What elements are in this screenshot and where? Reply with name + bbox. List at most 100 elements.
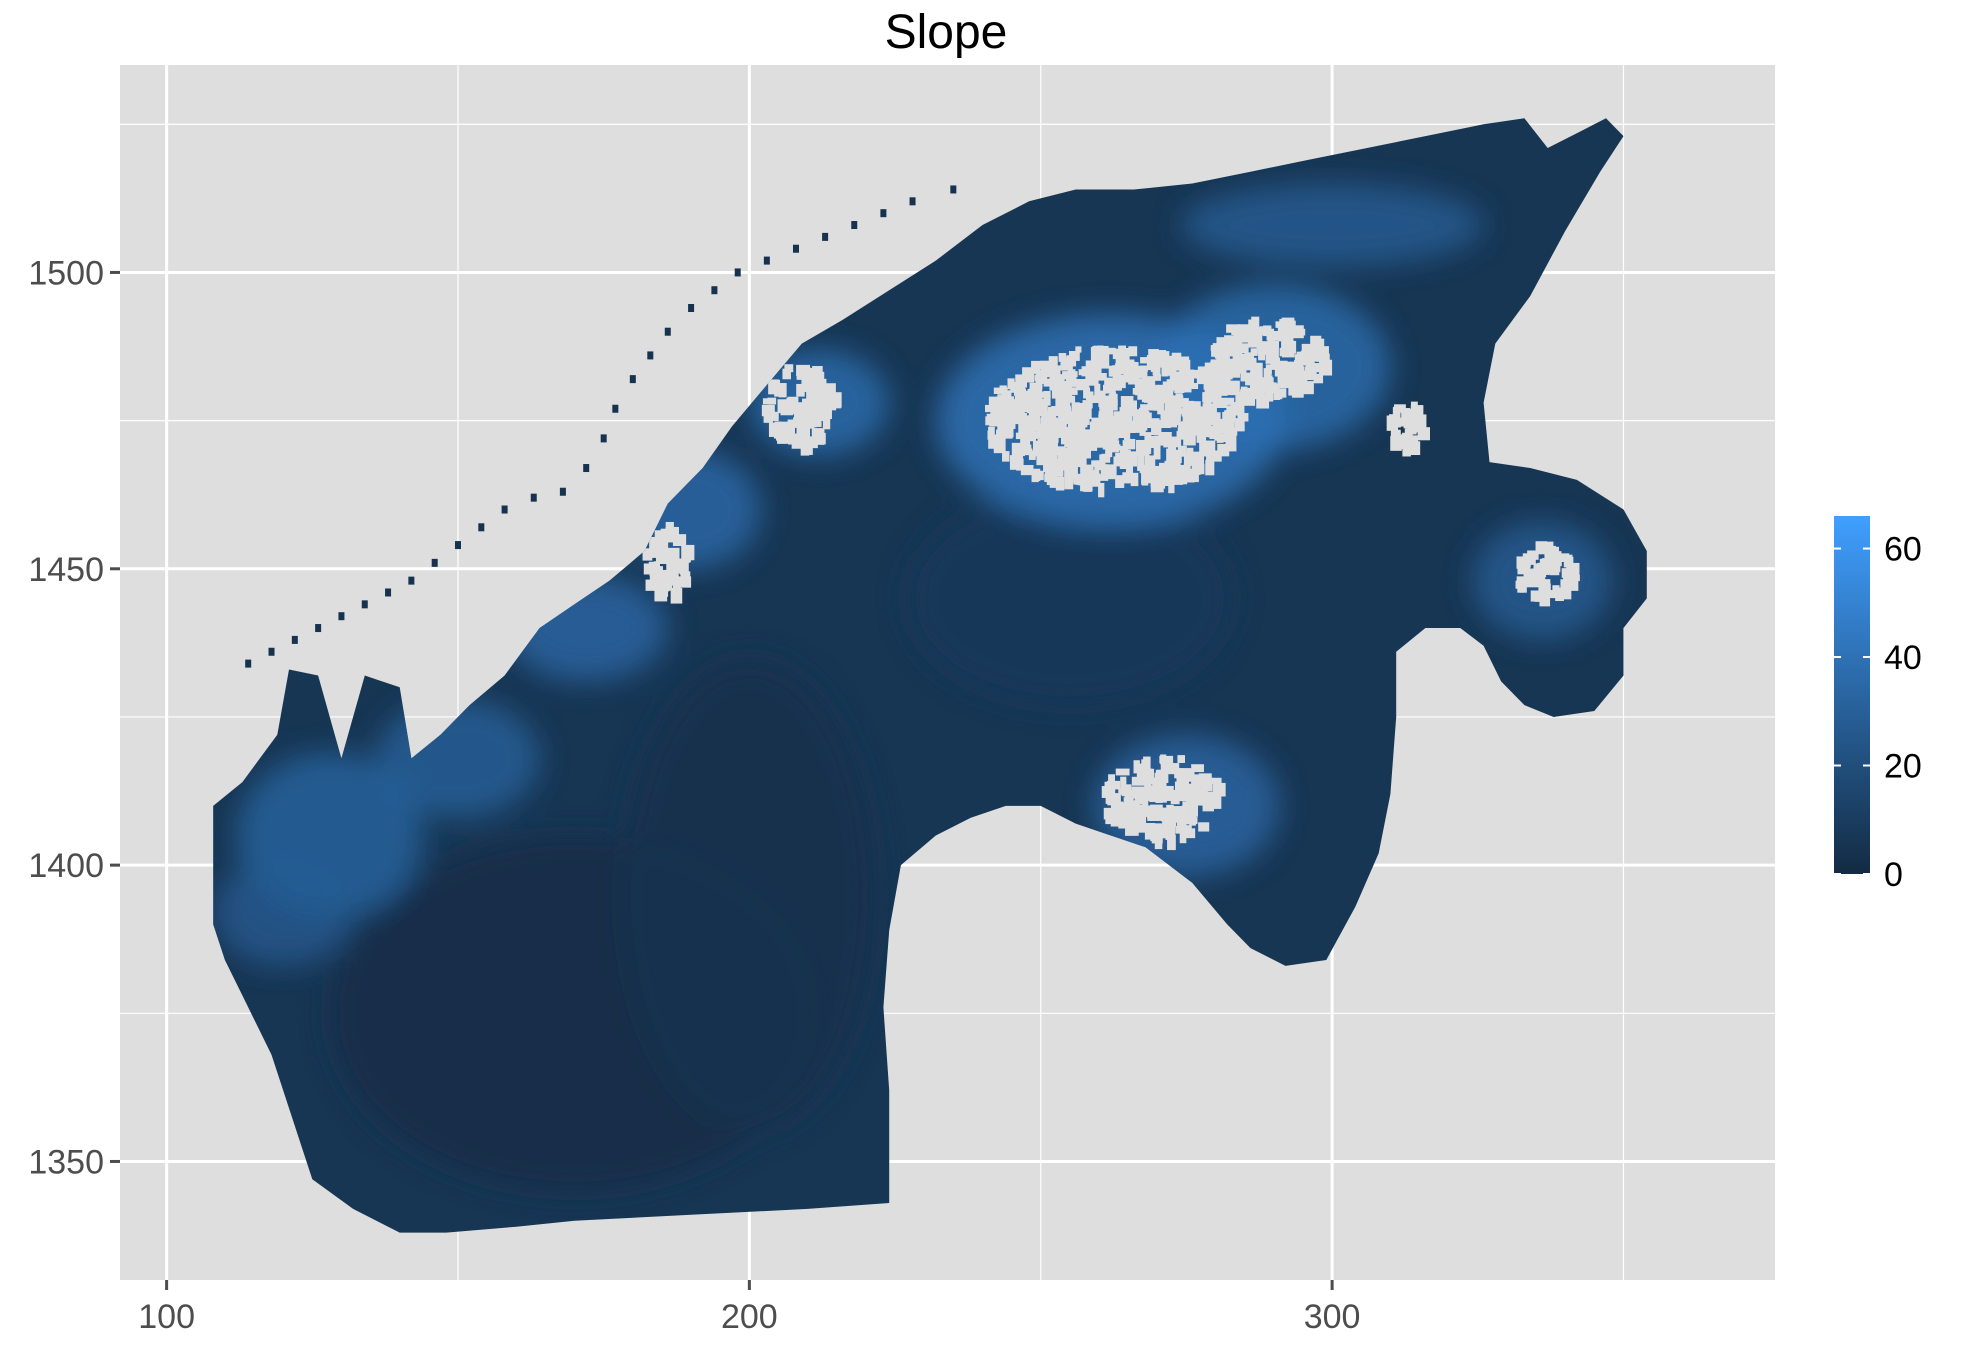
raster-no-data-cell bbox=[1311, 363, 1326, 373]
raster-coast-cell bbox=[291, 635, 298, 644]
raster-no-data-cell bbox=[1017, 407, 1025, 420]
raster-no-data-cell bbox=[1166, 379, 1174, 392]
raster-no-data-cell bbox=[1175, 825, 1184, 834]
raster-coast-cell bbox=[909, 197, 916, 206]
raster-no-data-cell bbox=[1194, 454, 1205, 470]
raster-no-data-cell bbox=[1563, 570, 1574, 587]
raster-no-data-cell bbox=[1541, 558, 1555, 574]
raster-no-data-cell bbox=[1146, 388, 1157, 397]
raster-no-data-cell bbox=[1250, 348, 1258, 356]
raster-no-data-cell bbox=[1157, 402, 1164, 415]
raster-no-data-cell bbox=[1224, 410, 1232, 418]
raster-no-data-cell bbox=[1064, 478, 1074, 490]
raster-no-data-cell bbox=[655, 552, 669, 563]
raster-no-data-cell bbox=[1031, 360, 1041, 374]
raster-no-data-cell bbox=[1049, 474, 1057, 488]
colorbar-ticks: 0 20 40 60 bbox=[1834, 531, 1922, 894]
raster-coast-cell bbox=[315, 624, 322, 633]
raster-no-data-cell bbox=[1060, 429, 1073, 445]
raster-no-data-cell bbox=[1138, 389, 1152, 399]
raster-no-data-cell bbox=[1526, 556, 1536, 565]
raster-no-data-cell bbox=[1108, 809, 1118, 817]
raster-no-data-cell bbox=[1031, 470, 1039, 483]
raster-no-data-cell bbox=[1160, 763, 1168, 773]
raster-no-data-cell bbox=[762, 398, 771, 405]
raster-no-data-cell bbox=[1216, 383, 1228, 396]
raster-no-data-cell bbox=[1088, 473, 1101, 487]
raster-no-data-cell bbox=[1127, 422, 1136, 433]
raster-no-data-cell bbox=[1523, 558, 1531, 573]
raster-no-data-cell bbox=[1089, 421, 1101, 436]
raster-no-data-cell bbox=[1537, 574, 1546, 586]
raster-flat-zone bbox=[621, 657, 878, 1132]
raster-no-data-cell bbox=[1029, 382, 1039, 390]
raster-coast-cell bbox=[338, 612, 345, 621]
raster-no-data-cell bbox=[1105, 788, 1116, 804]
raster-no-data-cell bbox=[1254, 382, 1263, 396]
raster-no-data-cell bbox=[1114, 348, 1122, 357]
raster-no-data-cell bbox=[1154, 422, 1162, 436]
raster-no-data-cell bbox=[665, 521, 674, 535]
raster-no-data-cell bbox=[1144, 823, 1153, 831]
raster-no-data-cell bbox=[1183, 435, 1196, 446]
raster-no-data-cell bbox=[1203, 440, 1216, 457]
raster-no-data-cell bbox=[1149, 790, 1161, 803]
raster-no-data-cell bbox=[1145, 786, 1153, 798]
raster-no-data-cell bbox=[1110, 801, 1124, 812]
raster-no-data-cell bbox=[1123, 373, 1131, 383]
raster-no-data-cell bbox=[1027, 405, 1037, 414]
raster-no-data-cell bbox=[1051, 468, 1064, 477]
raster-no-data-cell bbox=[1217, 443, 1230, 457]
raster-no-data-cell bbox=[1245, 373, 1257, 386]
raster-no-data-cell bbox=[1102, 434, 1110, 450]
raster-steep-zone bbox=[376, 699, 540, 818]
colorbar-legend: 0 20 40 60 bbox=[1834, 516, 1922, 894]
raster-no-data-cell bbox=[1140, 404, 1153, 411]
raster-no-data-cell bbox=[1198, 406, 1211, 415]
raster-no-data-cell bbox=[1266, 331, 1280, 341]
raster-no-data-cell bbox=[1125, 451, 1138, 467]
raster-no-data-cell bbox=[1288, 361, 1299, 371]
raster-no-data-cell bbox=[1125, 362, 1139, 374]
raster-no-data-cell bbox=[1092, 346, 1105, 356]
raster-no-data-cell bbox=[794, 412, 806, 427]
raster-no-data-cell bbox=[1134, 379, 1146, 391]
raster-no-data-cell bbox=[1094, 361, 1102, 375]
raster-no-data-cell bbox=[763, 415, 773, 423]
raster-no-data-cell bbox=[1191, 468, 1199, 483]
raster-no-data-cell bbox=[822, 415, 831, 430]
raster-no-data-cell bbox=[1389, 414, 1397, 428]
raster-no-data-cell bbox=[1278, 331, 1292, 342]
raster-no-data-cell bbox=[1107, 780, 1121, 790]
raster-no-data-cell bbox=[1009, 455, 1017, 470]
raster-no-data-cell bbox=[1055, 476, 1065, 491]
raster-no-data-cell bbox=[1056, 383, 1067, 390]
raster-no-data-cell bbox=[1094, 351, 1107, 364]
raster-no-data-cell bbox=[1058, 406, 1071, 420]
raster-no-data-cell bbox=[1181, 805, 1191, 813]
raster-no-data-cell bbox=[1142, 799, 1149, 811]
raster-no-data-cell bbox=[1169, 371, 1181, 383]
raster-no-data-cell bbox=[1163, 440, 1174, 448]
raster-no-data-cell bbox=[1035, 391, 1045, 398]
raster-no-data-cell bbox=[1094, 460, 1103, 471]
raster-no-data-cell bbox=[1528, 568, 1540, 579]
raster-no-data-cell bbox=[1136, 409, 1147, 421]
raster-no-data-cell bbox=[1023, 431, 1037, 442]
raster-coast-cell bbox=[664, 327, 671, 336]
raster-no-data-cell bbox=[1122, 351, 1130, 364]
raster-no-data-cell bbox=[1552, 585, 1560, 598]
raster-no-data-cell bbox=[1028, 388, 1037, 397]
raster-no-data-cell bbox=[1283, 372, 1298, 384]
raster-no-data-cell bbox=[1040, 417, 1051, 428]
raster-no-data-cell bbox=[649, 564, 659, 580]
raster-no-data-cell bbox=[1013, 451, 1023, 466]
raster-no-data-cell bbox=[1201, 413, 1211, 422]
raster-no-data-cell bbox=[1212, 782, 1226, 797]
raster-no-data-cell bbox=[1049, 427, 1062, 438]
raster-no-data-cell bbox=[1537, 562, 1547, 578]
raster-coast-cell bbox=[950, 185, 957, 194]
raster-no-data-cell bbox=[1149, 355, 1160, 369]
raster-no-data-cell bbox=[1309, 351, 1320, 362]
raster-no-data-cell bbox=[792, 402, 803, 415]
